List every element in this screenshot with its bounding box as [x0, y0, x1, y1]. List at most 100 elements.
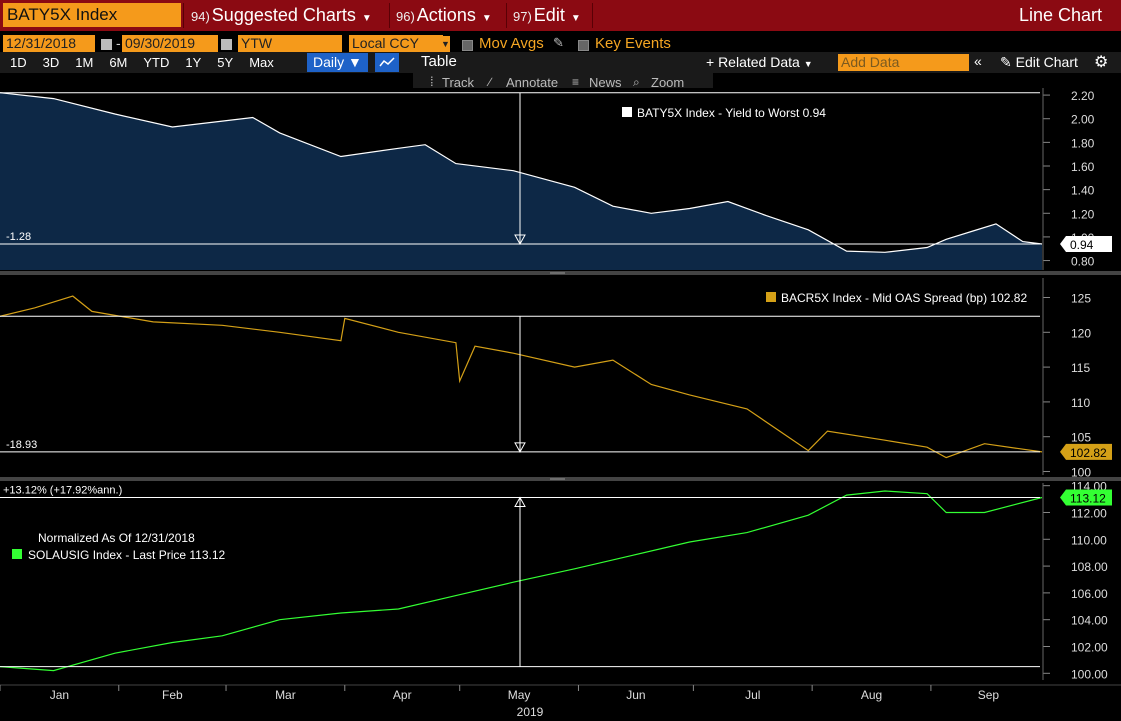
last-value-text: 0.94	[1070, 238, 1094, 252]
x-tick-label: Feb	[162, 688, 183, 702]
mov-avgs-label: Mov Avgs	[479, 35, 544, 52]
last-value-tag-bg	[1060, 236, 1112, 252]
dropdown-arrow-icon: ▼	[570, 13, 581, 24]
start-date-input[interactable]: 12/31/2018	[3, 35, 95, 52]
last-value-text: 113.12	[1070, 491, 1106, 505]
legend-bg	[612, 100, 857, 124]
menu-number: 97)	[513, 9, 532, 24]
last-value-tag: 102.82	[1060, 443, 1112, 460]
related-data-label: + Related Data	[706, 54, 800, 70]
annotate-icon: ∕	[486, 75, 493, 89]
last-value-tag-bg	[1060, 443, 1112, 460]
change-label: -18.93	[6, 439, 37, 451]
chart-panel-2[interactable]: 125 120 115 110 105 100 -18.93 102.82 BACR5X Ind…	[0, 278, 1121, 481]
series-line[interactable]	[0, 490, 1043, 672]
suggested-charts-menu[interactable]: 94) Suggested Charts ▼	[191, 1, 372, 29]
gear-icon[interactable]: ⚙	[1094, 54, 1109, 71]
y-tick-label: 0.80	[1071, 255, 1095, 269]
edit-chart-button[interactable]: ✎ Edit Chart	[1000, 54, 1078, 71]
annotate-tool[interactable]: Annotate	[506, 75, 558, 90]
y-tick-label: 105	[1071, 431, 1091, 445]
menu-number: 94)	[191, 9, 210, 24]
collapse-icon[interactable]: «	[974, 53, 982, 69]
legend-text: BATY5X Index - Yield to Worst 0.94	[637, 106, 826, 120]
zoom-icon: ⌕	[633, 75, 640, 89]
chart-panel-3[interactable]: 114.00112.00110.00108.00106.00104.00102.…	[0, 480, 1112, 682]
legend-text: SOLAUSIG Index - Last Price 113.12	[28, 548, 226, 562]
y-tick-label: 112.00	[1071, 506, 1107, 520]
last-value-tag: 0.94	[1060, 236, 1112, 252]
track-tool[interactable]: Track	[442, 75, 475, 90]
end-date-input[interactable]: 09/30/2019	[122, 35, 218, 52]
y-tick-label: 125	[1071, 291, 1091, 305]
key-events-label: Key Events	[595, 35, 671, 52]
period-6m[interactable]: 6M	[109, 55, 128, 70]
dropdown-arrow-icon: ▼	[803, 59, 813, 69]
legend-note: Normalized As Of 12/31/2018	[38, 531, 195, 545]
line-chart-icon[interactable]	[375, 53, 399, 72]
edit-menu[interactable]: 97) Edit ▼	[513, 1, 581, 29]
y-tick-label: 110.00	[1071, 533, 1107, 547]
legend-3: Normalized As Of 12/31/2018 SOLAUSIG Inde…	[6, 523, 252, 567]
legend-bg	[756, 285, 1040, 309]
period-1y[interactable]: 1Y	[185, 55, 202, 70]
period-5y[interactable]: 5Y	[217, 55, 234, 70]
chart-toolbar-bg	[413, 73, 713, 88]
news-tool[interactable]: News	[589, 75, 622, 90]
chevron-down-icon[interactable]: ▼	[441, 36, 450, 53]
menu-number: 96)	[396, 9, 415, 24]
zoom-tool[interactable]: Zoom	[651, 75, 684, 90]
change-arrow-head	[514, 234, 526, 246]
chart-panel-1[interactable]: 2.202.001.801.601.401.201.000.80-1.280.9…	[0, 88, 1121, 275]
pencil-icon[interactable]: ✎	[553, 35, 564, 50]
currency-select[interactable]: Local CCY	[349, 35, 443, 52]
x-tick-label: Apr	[393, 688, 412, 702]
menu-label: Actions	[416, 5, 476, 25]
period-ytd[interactable]: YTD	[143, 55, 170, 70]
series-line[interactable]	[0, 295, 1043, 459]
date-control-bar: 12/31/2018 - 09/30/2019 YTW Local CCY ▼ …	[0, 31, 1121, 53]
y-tick-label: 100	[1071, 466, 1091, 480]
calendar-icon[interactable]	[101, 39, 112, 50]
period-1m[interactable]: 1M	[75, 55, 94, 70]
legend-1: BATY5X Index - Yield to Worst 0.94	[612, 100, 857, 124]
y-axis-2: 125 120 115 110 105 100	[1042, 278, 1091, 480]
ticker-input[interactable]: BATY5X Index	[3, 3, 181, 27]
pencil-icon: ✎	[1000, 54, 1012, 70]
series-area	[0, 92, 1042, 270]
y-tick-label: 1.20	[1071, 207, 1095, 221]
chart-toolbar: ⁞ Track ∕ Annotate ≡ News ⌕ Zoom	[413, 73, 713, 90]
y-tick-label: 115	[1071, 361, 1090, 375]
period-3d[interactable]: 3D	[42, 55, 60, 70]
legend-bg	[6, 523, 252, 567]
related-data-menu[interactable]: + Related Data ▼	[706, 54, 813, 70]
legend-swatch	[766, 292, 776, 302]
period-max[interactable]: Max	[249, 55, 274, 70]
field-select[interactable]: YTW	[238, 35, 342, 52]
mov-avgs-checkbox[interactable]	[462, 40, 473, 51]
x-axis-year: 2019	[517, 705, 544, 719]
y-tick-label: 120	[1071, 326, 1091, 340]
chart-canvas[interactable]: ⁞ Track ∕ Annotate ≡ News ⌕ Zoom 2.20 2.0…	[0, 73, 1121, 721]
actions-menu[interactable]: 96) Actions ▼	[396, 1, 492, 29]
frequency-select[interactable]: Daily ▼	[307, 53, 368, 72]
x-tick-label: Jul	[745, 688, 760, 702]
period-selector: 1D 3D 1M 6M YTD 1Y 5Y Max	[2, 53, 282, 72]
table-button[interactable]: Table	[421, 53, 457, 70]
y-tick-label: 106.00	[1071, 587, 1108, 601]
y-tick-label: 104.00	[1071, 614, 1108, 628]
x-axis: Jan Feb Mar Apr May Jun Jul Aug Sep 2019	[0, 684, 1121, 719]
change-label: +13.12% (+17.92%ann.)	[3, 484, 122, 496]
change-label: -1.28	[6, 231, 31, 243]
legend-swatch	[12, 549, 22, 559]
last-value-tag-bg	[1060, 489, 1112, 506]
series-line[interactable]	[0, 92, 1043, 253]
y-tick-label: 2.00	[1071, 113, 1095, 127]
key-events-checkbox[interactable]	[578, 40, 589, 51]
period-1d[interactable]: 1D	[10, 55, 27, 70]
add-data-input[interactable]: Add Data	[838, 54, 969, 71]
header-bar: BATY5X Index 94) Suggested Charts ▼ 96) Act…	[0, 0, 1121, 31]
last-value-text: 102.82	[1070, 446, 1107, 460]
y-tick-label: 2.20	[1071, 89, 1095, 103]
calendar-icon[interactable]	[221, 39, 232, 50]
